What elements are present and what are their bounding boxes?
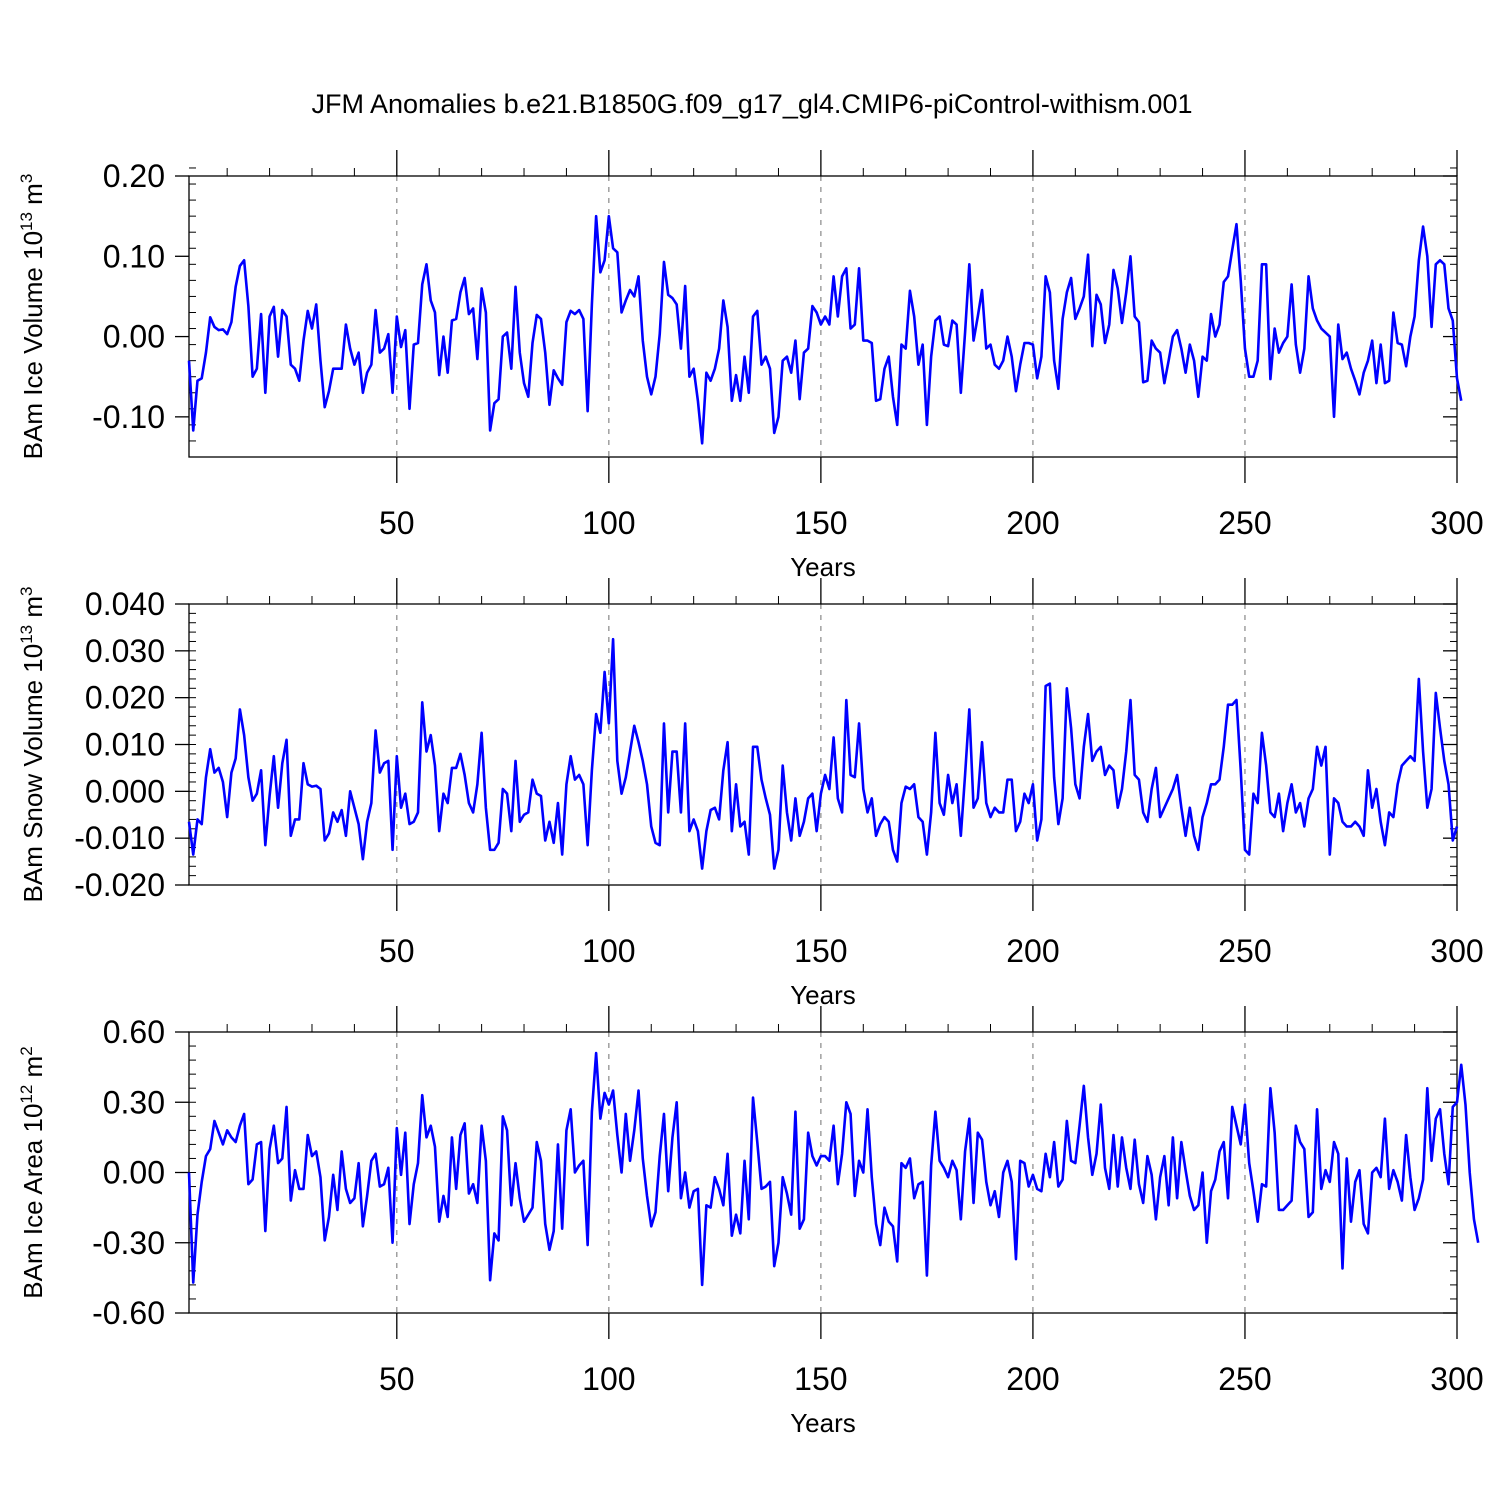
y-tick-label: 0.010 bbox=[85, 727, 165, 763]
x-tick-label: 100 bbox=[582, 1361, 635, 1397]
y-tick-label: -0.010 bbox=[74, 820, 165, 856]
x-tick-label: 50 bbox=[379, 1361, 415, 1397]
chart-panel-2: -0.020 -0.010 0.000 0.010 0.020 0.030 0.040 50 1… bbox=[17, 578, 1484, 1010]
y-tick-label: -0.020 bbox=[74, 867, 165, 903]
x-tick-label: 100 bbox=[582, 933, 635, 969]
plot-frame bbox=[188, 603, 1458, 886]
figure-title: JFM Anomalies b.e21.B1850G.f09_g17_gl4.C… bbox=[312, 89, 1193, 119]
x-tick-label: 300 bbox=[1430, 933, 1483, 969]
y-tick-label: 0.20 bbox=[103, 158, 165, 194]
x-tick-label: 200 bbox=[1006, 1361, 1059, 1397]
x-tick-label: 50 bbox=[379, 505, 415, 541]
y-tick-label: 0.020 bbox=[85, 680, 165, 716]
x-tick-label: 250 bbox=[1218, 1361, 1271, 1397]
y-tick-label: 0.040 bbox=[85, 586, 165, 622]
x-axis-label: Years bbox=[790, 980, 856, 1010]
chart-panel-3: -0.60 -0.30 0.00 0.30 0.60 50 100 150 200 250 300 Y… bbox=[17, 1006, 1484, 1438]
y-tick-label: 0.000 bbox=[85, 773, 165, 809]
y-tick-label: 0.00 bbox=[103, 319, 165, 355]
x-axis-label: Years bbox=[790, 552, 856, 582]
x-tick-label: 150 bbox=[794, 933, 847, 969]
x-tick-label: 150 bbox=[794, 505, 847, 541]
y-axis-label: BAm Ice Volume 1013 m3 bbox=[17, 174, 48, 460]
x-tick-label: 250 bbox=[1218, 505, 1271, 541]
x-tick-label: 250 bbox=[1218, 933, 1271, 969]
y-tick-label: 0.30 bbox=[103, 1084, 165, 1120]
y-axis-label: BAm Ice Area 1012 m2 bbox=[17, 1046, 48, 1298]
x-tick-label: 150 bbox=[794, 1361, 847, 1397]
y-tick-label: -0.10 bbox=[92, 399, 165, 435]
x-tick-label: 200 bbox=[1006, 505, 1059, 541]
y-tick-label: 0.60 bbox=[103, 1014, 165, 1050]
x-tick-label: 50 bbox=[379, 933, 415, 969]
y-axis-label: BAm Snow Volume 1013 m3 bbox=[17, 587, 48, 903]
x-tick-label: 300 bbox=[1430, 505, 1483, 541]
x-axis-label: Years bbox=[790, 1408, 856, 1438]
y-tick-label: 0.030 bbox=[85, 633, 165, 669]
y-tick-label: 0.10 bbox=[103, 238, 165, 274]
series-line bbox=[187, 637, 1459, 870]
chart-panel-1: -0.10 0.00 0.10 0.20 50 100 150 200 250 300 Years B… bbox=[17, 150, 1484, 582]
panels: -0.10 0.00 0.10 0.20 50 100 150 200 250 300 Years B… bbox=[17, 150, 1484, 1438]
y-tick-label: -0.30 bbox=[92, 1225, 165, 1261]
y-tick-label: 0.00 bbox=[103, 1155, 165, 1191]
series-line bbox=[187, 214, 1463, 445]
plot-frame bbox=[188, 175, 1458, 458]
series-line bbox=[187, 1051, 1480, 1287]
x-tick-label: 300 bbox=[1430, 1361, 1483, 1397]
x-tick-label: 100 bbox=[582, 505, 635, 541]
y-tick-label: -0.60 bbox=[92, 1295, 165, 1331]
x-tick-label: 200 bbox=[1006, 933, 1059, 969]
